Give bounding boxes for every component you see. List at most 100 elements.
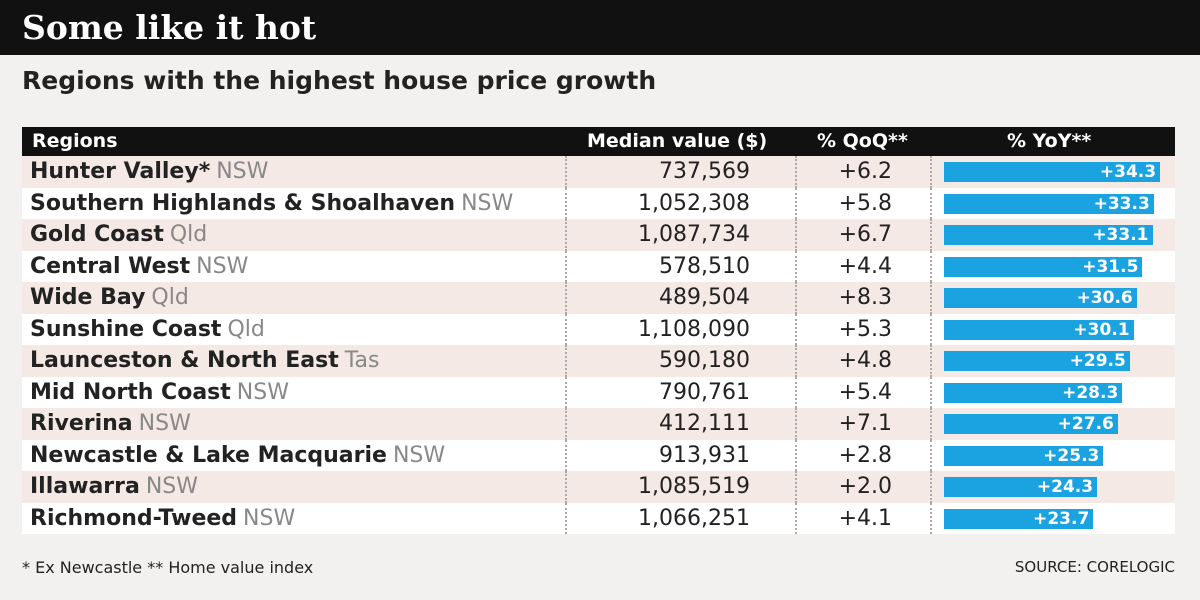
median-value: 1,052,308 [638, 190, 750, 216]
region-cell: Richmond-Tweed NSW [30, 503, 295, 535]
region-name: Wide Bay [30, 285, 146, 310]
median-value: 1,085,519 [638, 474, 750, 499]
qoq-value: +4.1 [838, 505, 892, 531]
column-separator [565, 376, 567, 408]
subtitle: Regions with the highest house price gro… [22, 66, 657, 95]
yoy-bar [944, 414, 1118, 434]
column-separator [795, 282, 797, 314]
median-value: 913,931 [659, 442, 750, 468]
footnote: * Ex Newcastle ** Home value index [22, 558, 314, 577]
column-separator [565, 345, 567, 377]
region-cell: Newcastle & Lake Macquarie NSW [30, 440, 445, 472]
state: NSW [461, 190, 514, 216]
median-value: 1,108,090 [638, 316, 750, 342]
state: Tas [344, 348, 380, 373]
region-name: Newcastle & Lake Macquarie [30, 442, 387, 468]
column-separator [930, 376, 932, 408]
median-value: 578,510 [659, 253, 750, 279]
yoy-label: +31.5 [1082, 256, 1139, 277]
yoy-label: +24.3 [1036, 477, 1094, 497]
column-separator [930, 282, 932, 314]
yoy-label: +30.6 [1076, 288, 1133, 308]
table-row: Launceston & North East Tas 590,180 +4.8 +29… [22, 345, 1175, 377]
state: Qld [169, 222, 208, 247]
state: NSW [145, 474, 199, 499]
qoq-value: +5.4 [838, 379, 892, 405]
region-name: Southern Highlands & Shoalhaven [30, 190, 456, 216]
median-value: 790,761 [659, 379, 750, 405]
yoy-bar [944, 256, 1143, 277]
yoy-label: +29.5 [1069, 351, 1126, 371]
table-row: Newcastle & Lake Macquarie NSW 913,931 +2.8… [22, 439, 1175, 472]
title: Some like it hot [0, 0, 1200, 55]
table-row: Central West NSW 578,510 +4.4 +31.5 [22, 250, 1175, 283]
table-row: Gold Coast Qld 1,087,734 +6.7 +33.1 [22, 219, 1175, 251]
yoy-label: +27.6 [1057, 414, 1114, 434]
table-row: Riverina NSW 412,111 +7.1 +27.6 [22, 408, 1175, 440]
region-cell: Illawarra NSW [30, 471, 198, 503]
yoy-label: +28.3 [1062, 382, 1119, 403]
column-header: Median value ($) [587, 130, 768, 152]
table-row: Illawarra NSW 1,085,519 +2.0 +24.3 [22, 471, 1175, 503]
column-separator [795, 439, 797, 471]
yoy-bar [944, 162, 1161, 182]
column-separator [795, 408, 797, 440]
table-row: Richmond-Tweed NSW 1,066,251 +4.1 +23.7 [22, 502, 1175, 535]
yoy-bar [944, 477, 1098, 497]
median-value: 412,111 [659, 411, 750, 436]
median-value: 590,180 [659, 348, 750, 373]
region-name: Illawarra [30, 474, 140, 499]
column-separator [795, 313, 797, 345]
region-cell: Central West NSW [30, 251, 248, 283]
yoy-label: +23.7 [1033, 508, 1090, 529]
yoy-bar [944, 445, 1104, 466]
state: NSW [216, 159, 269, 184]
column-separator [795, 250, 797, 282]
yoy-bar [944, 288, 1137, 308]
column-header: % QoQ** [817, 130, 908, 152]
region-cell: Southern Highlands & Shoalhaven NSW [30, 188, 513, 220]
column-header: % YoY** [1007, 130, 1092, 152]
state: NSW [243, 505, 296, 531]
column-separator [795, 345, 797, 377]
region-name: Richmond-Tweed [30, 505, 238, 531]
table-row: Wide Bay Qld 489,504 +8.3 +30.6 [22, 282, 1175, 314]
column-separator [565, 408, 567, 440]
region-name: Sunshine Coast [30, 316, 222, 342]
state: NSW [138, 411, 191, 436]
region-cell: Riverina NSW [30, 408, 191, 440]
qoq-value: +6.2 [838, 159, 892, 184]
column-separator [565, 219, 567, 251]
qoq-value: +4.4 [838, 253, 892, 279]
region-name: Central West [30, 253, 191, 279]
region-name: Riverina [30, 411, 133, 436]
column-separator [795, 187, 797, 219]
column-separator [930, 156, 932, 188]
source: SOURCE: CORELOGIC [1014, 558, 1175, 576]
median-value: 1,066,251 [638, 505, 750, 531]
yoy-label: +25.3 [1043, 445, 1100, 466]
region-cell: Launceston & North East Tas [30, 345, 380, 377]
state: Qld [151, 285, 189, 310]
region-name: Mid North Coast [30, 379, 231, 405]
yoy-bar [944, 382, 1123, 403]
qoq-value: +8.3 [838, 285, 892, 310]
column-header: Regions [32, 130, 118, 152]
column-separator [930, 313, 932, 345]
column-separator [930, 345, 932, 377]
region-cell: Sunshine Coast Qld [30, 314, 265, 346]
region-name: Launceston & North East [30, 348, 339, 373]
region-name: Gold Coast [30, 222, 164, 247]
column-separator [565, 187, 567, 219]
column-separator [565, 250, 567, 282]
state: NSW [392, 442, 446, 468]
median-value: 1,087,734 [638, 222, 750, 247]
qoq-value: +5.3 [838, 316, 892, 342]
column-separator [795, 502, 797, 534]
region-cell: Hunter Valley* NSW [30, 156, 268, 188]
column-separator [930, 471, 932, 503]
qoq-value: +2.0 [838, 474, 892, 499]
column-separator [565, 156, 567, 188]
region-cell: Gold Coast Qld [30, 219, 207, 251]
